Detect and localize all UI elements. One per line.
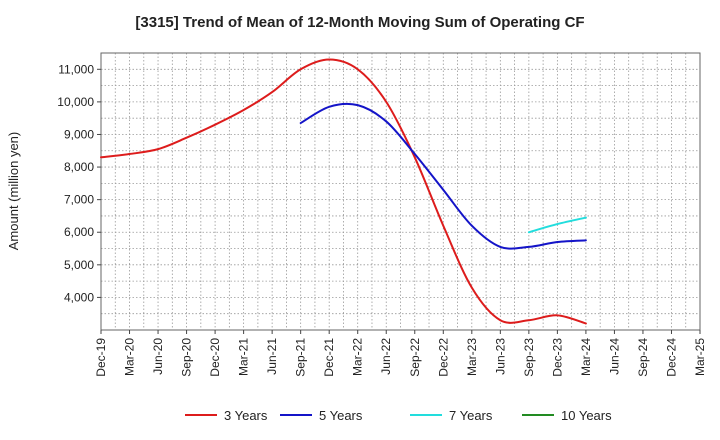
x-tick-label: Jun-22 <box>379 338 393 375</box>
series-line-5-years <box>299 102 587 250</box>
series-line-3-years <box>100 58 587 325</box>
legend-item-10-years: 10 Years <box>522 408 612 423</box>
x-tick-label: Dec-21 <box>322 338 336 377</box>
chart-title: [3315] Trend of Mean of 12-Month Moving … <box>135 14 585 31</box>
y-tick-label: 11,000 <box>58 62 94 76</box>
y-tick-label: 8,000 <box>64 160 94 174</box>
x-tick-label: Dec-19 <box>94 338 108 377</box>
y-tick-label: 7,000 <box>64 193 94 207</box>
x-tick-label: Sep-24 <box>636 338 650 377</box>
y-tick-label: 6,000 <box>64 225 94 239</box>
x-axis: Dec-19 Mar-20 Jun-20 Sep-20 Dec-20 Mar-21 Jun-… <box>94 330 707 377</box>
x-tick-label: Mar-22 <box>351 338 365 376</box>
x-tick-label: Mar-25 <box>693 338 707 376</box>
x-tick-label: Mar-21 <box>237 338 251 376</box>
x-tick-label: Mar-23 <box>465 338 479 376</box>
legend-label: 5 Years <box>319 408 363 423</box>
legend-label: 10 Years <box>561 408 612 423</box>
legend: 3 Years 5 Years 7 Years 10 Years <box>185 408 612 423</box>
x-tick-label: Mar-20 <box>123 338 137 376</box>
x-tick-label: Sep-21 <box>294 338 308 377</box>
y-tick-label: 9,000 <box>64 127 94 141</box>
x-tick-label: Jun-24 <box>607 338 621 375</box>
x-tick-label: Jun-23 <box>493 338 507 375</box>
series-line-7-years <box>527 216 587 234</box>
x-tick-label: Jun-20 <box>151 338 165 375</box>
x-tick-label: Dec-22 <box>436 338 450 377</box>
y-tick-label: 10,000 <box>57 95 94 109</box>
x-tick-label: Mar-24 <box>579 338 593 376</box>
y-tick-label: 5,000 <box>64 258 94 272</box>
legend-label: 3 Years <box>224 408 268 423</box>
x-tick-label: Dec-24 <box>664 338 678 377</box>
legend-item-3-years: 3 Years <box>185 408 268 423</box>
legend-item-7-years: 7 Years <box>410 408 493 423</box>
y-axis-title: Amount (million yen) <box>6 132 21 251</box>
grid-lines <box>101 53 700 330</box>
x-tick-label: Sep-20 <box>180 338 194 377</box>
plot-frame <box>100 52 701 331</box>
x-tick-label: Sep-22 <box>408 338 422 377</box>
legend-label: 7 Years <box>449 408 493 423</box>
x-tick-label: Jun-21 <box>265 338 279 375</box>
legend-item-5-years: 5 Years <box>280 408 363 423</box>
y-tick-label: 4,000 <box>64 290 94 304</box>
x-tick-label: Dec-20 <box>208 338 222 377</box>
x-tick-label: Sep-23 <box>522 338 536 377</box>
series-lines <box>100 58 587 325</box>
x-tick-label: Dec-23 <box>550 338 564 377</box>
y-axis: 4,000 5,000 6,000 7,000 8,000 9,000 10,000 11,0… <box>57 62 101 304</box>
